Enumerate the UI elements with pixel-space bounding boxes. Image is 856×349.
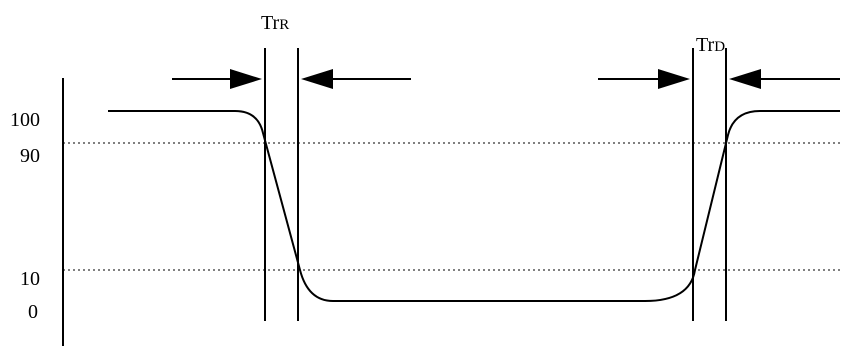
decay-time-label-sub: D <box>714 39 725 55</box>
rise-right-arrow <box>301 69 411 89</box>
rise-time-label: TrR <box>261 12 289 34</box>
tick-label-90: 90 <box>20 145 40 167</box>
tick-label-0: 0 <box>28 301 38 323</box>
decay-left-arrow <box>598 69 690 89</box>
rise-left-arrow <box>172 69 262 89</box>
decay-time-label: TrD <box>696 34 725 56</box>
tick-label-100: 100 <box>10 109 40 131</box>
tick-label-10: 10 <box>20 268 40 290</box>
optical-response-waveform <box>108 110 840 302</box>
decay-right-arrow <box>729 69 840 89</box>
decay-time-label-main: Tr <box>696 34 715 56</box>
rise-time-label-main: Tr <box>261 12 280 34</box>
rise-time-label-sub: R <box>279 17 289 33</box>
